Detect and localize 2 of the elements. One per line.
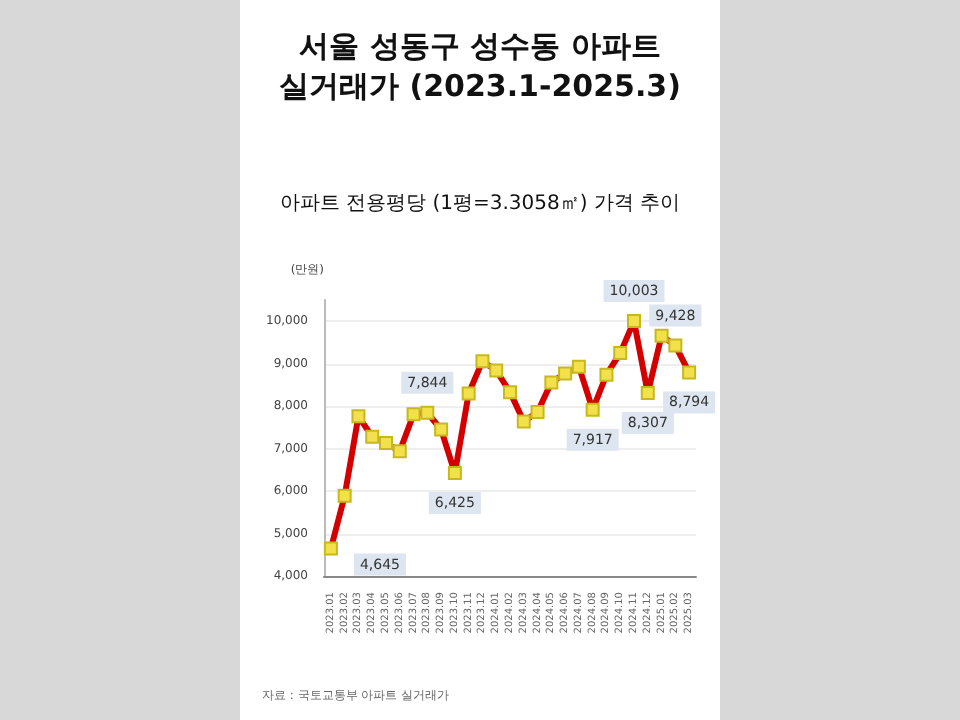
chart-title: 서울 성동구 성수동 아파트 실거래가 (2023.1-2025.3) [279, 28, 681, 104]
chart-subtitle: 아파트 전용평당 (1평=3.3058㎡) 가격 추이 [279, 193, 681, 215]
